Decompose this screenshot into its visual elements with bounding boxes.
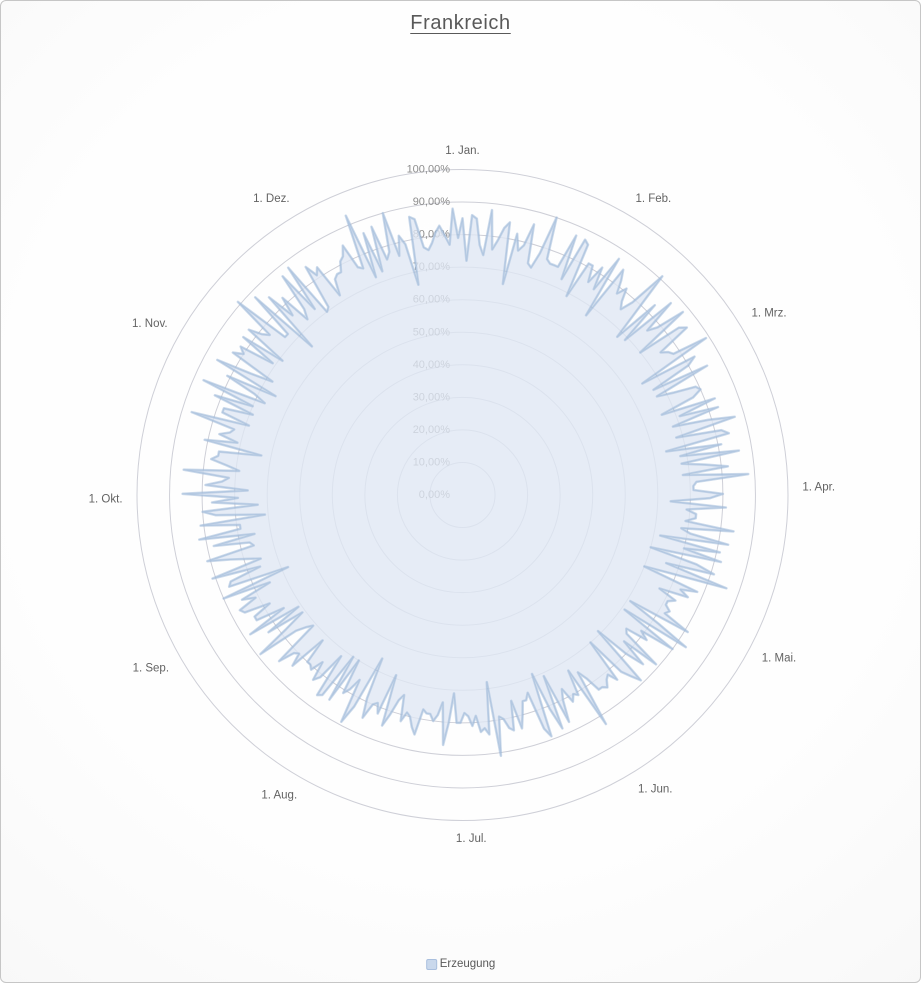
category-label-mai: 1. Mai.: [762, 652, 797, 664]
category-label-nov: 1. Nov.: [132, 318, 168, 330]
category-label-jan: 1. Jan.: [445, 145, 480, 157]
category-label-dez: 1. Dez.: [253, 193, 289, 205]
category-label-jul: 1. Jul.: [456, 833, 487, 845]
legend-swatch-erzeugung: [425, 958, 437, 970]
category-label-aug: 1. Aug.: [261, 790, 297, 802]
legend-label-erzeugung: Erzeugung: [439, 958, 496, 970]
series-erzeugung-area[interactable]: [182, 208, 749, 756]
gridline-ring-100: [136, 169, 789, 821]
category-label-sep: 1. Sep.: [133, 663, 169, 675]
category-label-okt: 1. Okt.: [89, 493, 123, 505]
series-erzeugung-line-inner: [182, 208, 749, 757]
category-label-feb: 1. Feb.: [635, 193, 671, 205]
chart-title[interactable]: Frankreich: [410, 12, 511, 34]
radial-tick-label-100: 100,00%: [407, 164, 451, 176]
category-label-mrz: 1. Mrz.: [751, 308, 786, 320]
category-label-apr: 1. Apr.: [802, 482, 835, 494]
gridline-ring-90: [169, 201, 756, 789]
category-label-jun: 1. Jun.: [638, 784, 673, 796]
legend[interactable]: Erzeugung: [425, 958, 496, 970]
radial-tick-label-90: 90,00%: [413, 196, 451, 208]
